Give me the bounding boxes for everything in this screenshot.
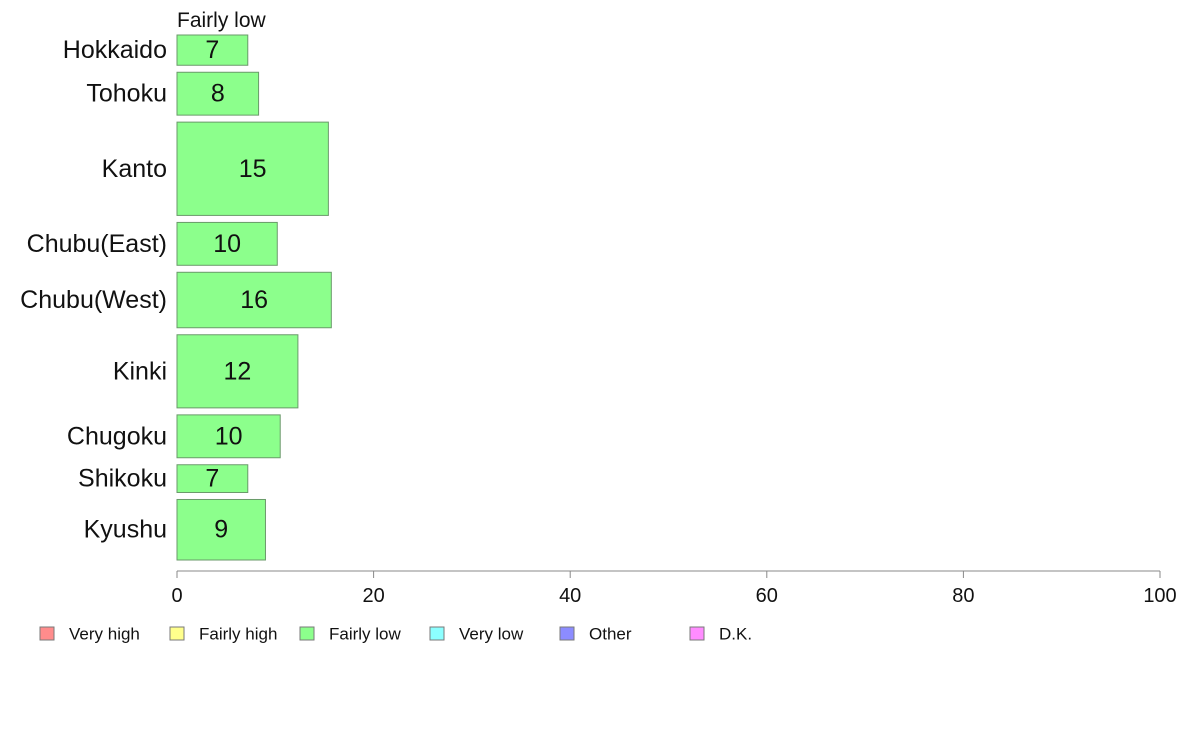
- category-label: Shikoku: [78, 465, 167, 493]
- bar-chubu-east: [176, 221, 278, 266]
- data-label: 16: [240, 286, 268, 314]
- panel-title: Fairly low: [177, 9, 267, 32]
- x-axis: 0 20 40 60 80 100: [171, 570, 1177, 607]
- legend-swatch: [169, 626, 185, 641]
- legend: Very high Fairly high Fairly low Very low Ot…: [39, 625, 752, 644]
- data-label: 12: [224, 357, 252, 385]
- legend-swatch: [689, 626, 705, 641]
- bar-shikoku: [176, 464, 249, 493]
- category-label: Chubu(West): [20, 286, 167, 314]
- legend-swatch: [559, 626, 575, 641]
- x-tick-label: 100: [1143, 585, 1176, 607]
- bar-tohoku: [176, 71, 260, 116]
- data-label: 8: [211, 80, 225, 108]
- data-label: 7: [205, 36, 219, 64]
- category-label: Tohoku: [86, 80, 167, 108]
- legend-label: Very high: [69, 625, 140, 644]
- category-label: Chugoku: [67, 422, 167, 450]
- category-label: Kinki: [113, 357, 167, 385]
- legend-label: D.K.: [719, 625, 752, 644]
- x-tick-label: 40: [559, 585, 581, 607]
- legend-swatch: [299, 626, 315, 641]
- bar-kinki: [176, 334, 299, 409]
- x-tick-label: 60: [756, 585, 778, 607]
- legend-label: Fairly high: [199, 625, 277, 644]
- data-label: 9: [214, 516, 228, 544]
- legend-label: Other: [589, 625, 632, 644]
- bar-hokkaido: [176, 34, 249, 66]
- bars-layer: Hokkaido 7 Tohoku 8 Kanto 15 Chubu(East) 10 Chub…: [20, 34, 332, 561]
- data-label: 15: [239, 155, 267, 183]
- x-tick-label: 0: [171, 585, 182, 607]
- data-label: 10: [215, 422, 243, 450]
- legend-swatch: [39, 626, 55, 641]
- legend-swatch: [429, 626, 445, 641]
- legend-label: Fairly low: [329, 625, 402, 644]
- data-label: 7: [205, 465, 219, 493]
- bar-kyushu: [176, 498, 266, 561]
- bar-kanto: [176, 121, 329, 216]
- category-label: Kanto: [102, 155, 167, 183]
- x-tick-label: 20: [362, 585, 384, 607]
- legend-label: Very low: [459, 625, 524, 644]
- category-label: Hokkaido: [63, 36, 167, 64]
- data-label: 10: [213, 230, 241, 258]
- x-tick-label: 80: [952, 585, 974, 607]
- bar-chugoku: [176, 414, 281, 459]
- category-label: Chubu(East): [27, 230, 167, 258]
- bar-chubu-west: [176, 271, 332, 329]
- category-label: Kyushu: [84, 516, 167, 544]
